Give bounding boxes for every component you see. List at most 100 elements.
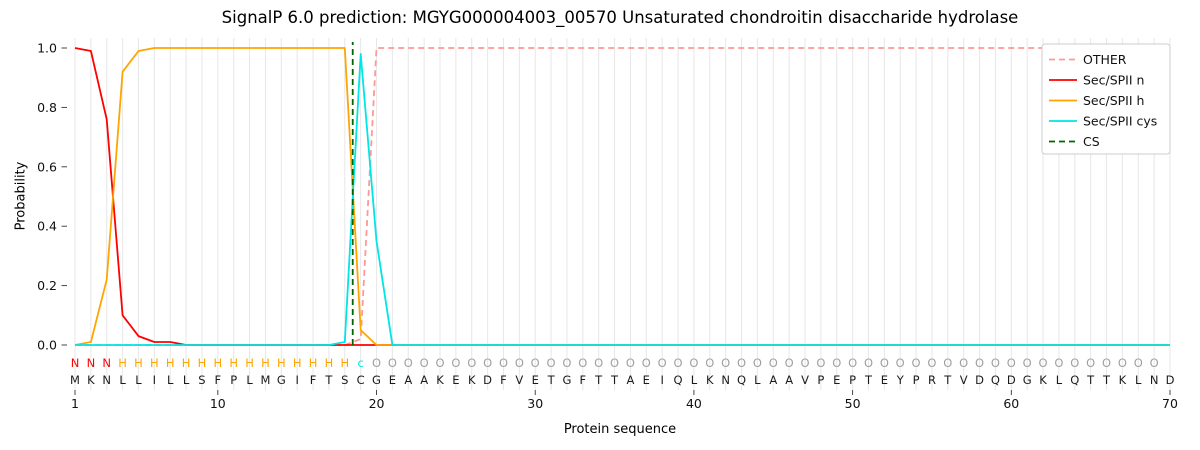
residue-letter: E [643, 373, 650, 387]
residue-letter: D [1007, 373, 1016, 387]
region-letter: O [642, 356, 651, 370]
region-letter: O [1023, 356, 1032, 370]
x-tick-label: 10 [210, 396, 226, 411]
x-tick-label: 70 [1162, 396, 1178, 411]
region-letter: O [800, 356, 809, 370]
y-tick-label: 0.6 [37, 159, 57, 174]
region-letter: O [594, 356, 603, 370]
region-letter: O [1134, 356, 1143, 370]
region-letter: O [880, 356, 889, 370]
residue-letter: Q [674, 373, 683, 387]
residue-letter: D [483, 373, 492, 387]
legend: OTHER Sec/SPII n Sec/SPII h Sec/SPII cys CS [1041, 43, 1171, 155]
region-letter: O [483, 356, 492, 370]
region-letter: O [388, 356, 397, 370]
region-letter: O [912, 356, 921, 370]
residue-letter: T [943, 373, 952, 387]
region-letter: N [71, 356, 80, 370]
residue-letter: E [881, 373, 888, 387]
residue-letter: T [547, 373, 556, 387]
residue-letter: P [913, 373, 920, 387]
residue-letter: K [468, 373, 476, 387]
residue-letter: L [119, 373, 126, 387]
region-letter: O [816, 356, 825, 370]
residue-letter: D [1166, 373, 1175, 387]
residue-letter: I [153, 373, 156, 387]
residue-letter: K [1039, 373, 1047, 387]
region-letter: H [277, 356, 286, 370]
region-letter: O [769, 356, 778, 370]
residue-letter: P [817, 373, 824, 387]
residue-letter: D [975, 373, 984, 387]
y-tick-label: 1.0 [37, 41, 57, 56]
residue-letter: E [833, 373, 840, 387]
region-letter: O [959, 356, 968, 370]
legend-label-other: OTHER [1083, 52, 1127, 67]
region-letter: O [451, 356, 460, 370]
residue-letter: V [515, 373, 523, 387]
region-letter: O [658, 356, 667, 370]
x-tick-label: 60 [1003, 396, 1019, 411]
residue-letter: R [928, 373, 936, 387]
residue-letter: A [785, 373, 793, 387]
region-letter: O [1070, 356, 1079, 370]
region-letter: O [864, 356, 873, 370]
y-tick-label: 0.0 [37, 338, 57, 353]
residue-letter: I [660, 373, 663, 387]
region-letter: N [102, 356, 111, 370]
y-tick-label: 0.4 [37, 219, 57, 234]
region-letter: O [705, 356, 714, 370]
residue-letter: K [436, 373, 444, 387]
region-letter: O [1150, 356, 1159, 370]
residue-letter: T [324, 373, 333, 387]
region-letter: O [467, 356, 476, 370]
residue-letter: L [183, 373, 190, 387]
residue-letter: T [1086, 373, 1095, 387]
region-letter: O [737, 356, 746, 370]
region-letter: O [943, 356, 952, 370]
residue-letter: F [310, 373, 317, 387]
residue-letter: Q [1070, 373, 1079, 387]
residue-letter: N [721, 373, 730, 387]
region-letter: O [785, 356, 794, 370]
legend-label-cs: CS [1083, 134, 1100, 149]
residue-letter: S [198, 373, 205, 387]
region-letter: O [832, 356, 841, 370]
region-letter: H [118, 356, 127, 370]
region-letter: O [927, 356, 936, 370]
residue-letter: L [754, 373, 761, 387]
legend-label-sec-spii-cys: Sec/SPII cys [1083, 114, 1157, 129]
region-letter: O [674, 356, 683, 370]
residue-letter: L [1135, 373, 1142, 387]
x-axis-label: Protein sequence [563, 422, 677, 437]
residue-letter: S [341, 373, 348, 387]
residue-letter: N [1150, 373, 1159, 387]
residue-letter: F [580, 373, 587, 387]
series-line-sec-spii-n [74, 47, 1170, 346]
residue-letter: E [389, 373, 396, 387]
region-letter: O [578, 356, 587, 370]
residue-letter: K [87, 373, 95, 387]
x-tick-label: 30 [527, 396, 543, 411]
region-letter: O [721, 356, 730, 370]
residue-letter: A [420, 373, 428, 387]
region-letter: O [1039, 356, 1048, 370]
region-letter: O [435, 356, 444, 370]
residue-letter: A [769, 373, 777, 387]
residue-letter: A [626, 373, 634, 387]
region-letter: O [562, 356, 571, 370]
residue-letter: T [610, 373, 619, 387]
residue-letter: A [404, 373, 412, 387]
residue-letter: V [801, 373, 809, 387]
residue-letter: T [594, 373, 603, 387]
region-letter: H [134, 356, 143, 370]
region-letter: O [848, 356, 857, 370]
region-letter: O [610, 356, 619, 370]
region-letter: H [198, 356, 207, 370]
x-tick-label: 50 [845, 396, 861, 411]
region-letter: O [1086, 356, 1095, 370]
region-letter: N [87, 356, 96, 370]
region-letter: O [896, 356, 905, 370]
